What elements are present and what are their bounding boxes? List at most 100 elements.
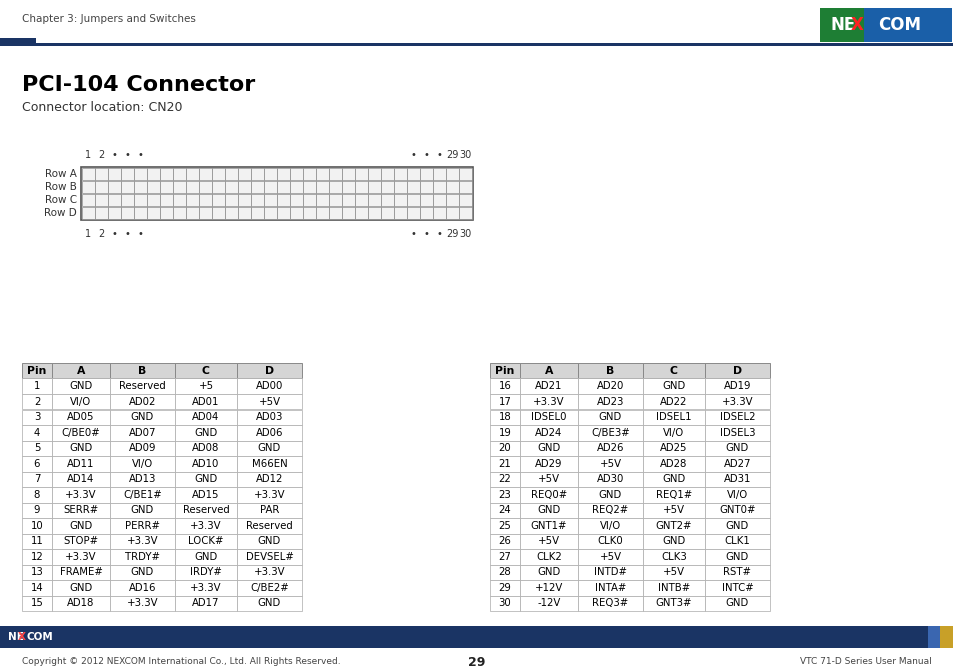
Text: PERR#: PERR#	[125, 521, 160, 531]
Bar	[704, 580, 769, 595]
Text: +3.3V: +3.3V	[127, 536, 158, 546]
Text: AD31: AD31	[723, 474, 750, 485]
Text: 29: 29	[446, 150, 458, 160]
Text: 10: 10	[30, 521, 43, 531]
Bar	[236, 580, 302, 595]
Text: AD22: AD22	[659, 396, 687, 407]
Bar	[199, 168, 212, 180]
Text: Reserved: Reserved	[182, 505, 229, 515]
Bar	[174, 549, 236, 564]
Text: AD01: AD01	[193, 396, 219, 407]
Bar	[251, 194, 264, 206]
Text: C/BE1#: C/BE1#	[123, 490, 162, 500]
Text: VI/O: VI/O	[662, 428, 684, 437]
Bar	[236, 378, 302, 394]
Bar	[578, 425, 642, 441]
Bar	[22, 441, 52, 456]
Bar	[704, 549, 769, 564]
Bar	[110, 503, 174, 518]
Bar	[172, 207, 186, 219]
Text: GND: GND	[131, 412, 154, 422]
Bar	[519, 518, 578, 534]
Text: GND: GND	[70, 444, 92, 453]
Text: GND: GND	[725, 598, 748, 608]
Text: 25: 25	[498, 521, 511, 531]
Bar	[315, 181, 329, 193]
Bar	[147, 168, 160, 180]
Text: VI/O: VI/O	[599, 521, 620, 531]
Bar	[236, 472, 302, 487]
Text: •: •	[410, 229, 416, 239]
Bar	[341, 194, 355, 206]
Bar	[578, 378, 642, 394]
Bar	[52, 363, 110, 378]
Bar	[407, 207, 419, 219]
Bar	[110, 378, 174, 394]
Bar	[642, 456, 704, 472]
Text: Reserved: Reserved	[246, 521, 293, 531]
Bar	[419, 181, 433, 193]
Bar	[95, 194, 108, 206]
Bar	[212, 168, 225, 180]
Bar	[264, 181, 276, 193]
Bar	[22, 549, 52, 564]
Text: +3.3V: +3.3V	[721, 396, 753, 407]
Bar	[110, 394, 174, 409]
Text: 15: 15	[30, 598, 44, 608]
Text: AD09: AD09	[129, 444, 156, 453]
Bar	[225, 181, 237, 193]
Bar	[519, 487, 578, 503]
Text: •: •	[112, 229, 117, 239]
Bar	[642, 595, 704, 611]
Text: 30: 30	[459, 229, 471, 239]
Text: AD28: AD28	[659, 459, 687, 469]
Bar	[174, 564, 236, 580]
Bar	[22, 456, 52, 472]
Bar	[110, 425, 174, 441]
Text: PCI-104 Connector: PCI-104 Connector	[22, 75, 255, 95]
Bar	[172, 168, 186, 180]
Bar	[490, 487, 519, 503]
Text: INTA#: INTA#	[594, 583, 625, 593]
Text: •: •	[423, 150, 429, 160]
Bar	[110, 595, 174, 611]
Bar	[174, 580, 236, 595]
Bar	[110, 564, 174, 580]
Bar	[407, 181, 419, 193]
Text: GND: GND	[70, 521, 92, 531]
Text: +3.3V: +3.3V	[253, 490, 285, 500]
Text: GNT1#: GNT1#	[530, 521, 567, 531]
Bar	[251, 168, 264, 180]
Text: GND: GND	[661, 381, 685, 391]
Bar	[519, 472, 578, 487]
Bar	[174, 595, 236, 611]
Text: AD11: AD11	[68, 459, 94, 469]
Text: NE: NE	[829, 16, 855, 34]
Text: GND: GND	[194, 474, 217, 485]
Bar	[22, 394, 52, 409]
Text: AD26: AD26	[597, 444, 623, 453]
Bar	[704, 564, 769, 580]
Text: AD00: AD00	[255, 381, 283, 391]
Bar	[341, 207, 355, 219]
Text: Row B: Row B	[45, 182, 77, 192]
Bar	[52, 534, 110, 549]
Bar	[236, 363, 302, 378]
Bar	[133, 207, 147, 219]
Text: GND: GND	[537, 444, 560, 453]
Text: AD29: AD29	[535, 459, 562, 469]
Bar	[236, 425, 302, 441]
Text: 2: 2	[98, 229, 105, 239]
Text: AD20: AD20	[597, 381, 623, 391]
Text: STOP#: STOP#	[63, 536, 98, 546]
Bar	[0, 626, 953, 648]
Bar	[121, 207, 133, 219]
Bar	[22, 580, 52, 595]
Bar	[52, 409, 110, 425]
Text: CLK1: CLK1	[724, 536, 750, 546]
Bar	[52, 549, 110, 564]
Text: Connector location: CN20: Connector location: CN20	[22, 101, 182, 114]
Text: +3.3V: +3.3V	[253, 567, 285, 577]
Bar	[199, 181, 212, 193]
Bar	[81, 167, 473, 220]
